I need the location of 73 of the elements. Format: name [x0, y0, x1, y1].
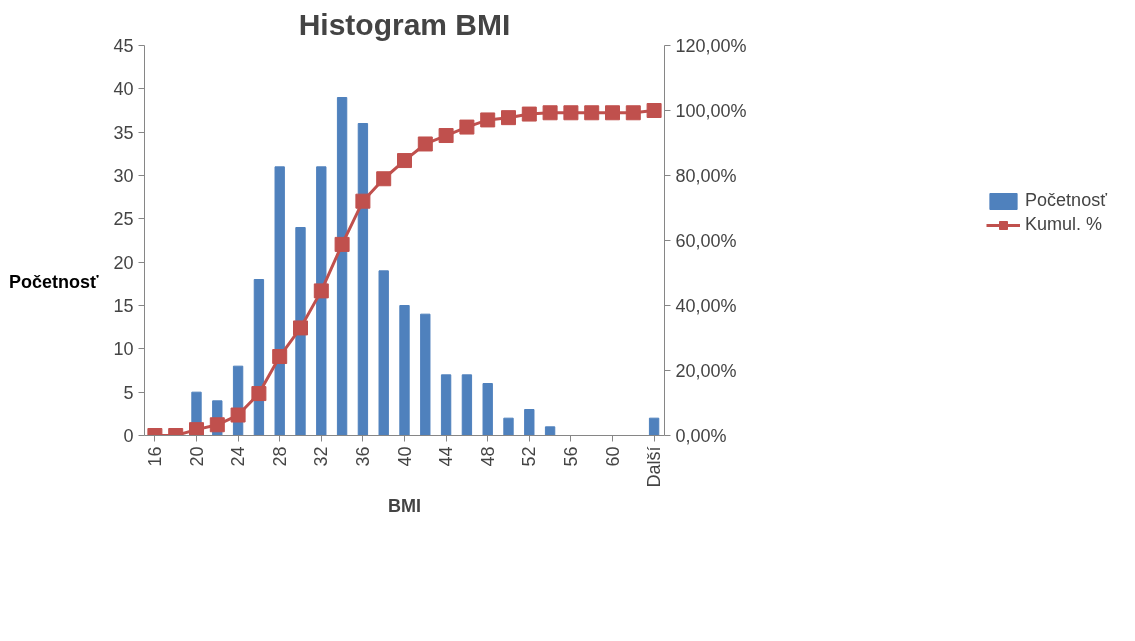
y2-tick-label: 20,00% — [675, 360, 737, 381]
point — [209, 417, 225, 433]
bar — [461, 374, 473, 436]
point — [251, 386, 267, 402]
point — [355, 193, 371, 209]
y-tick-label: 15 — [113, 296, 134, 316]
point — [334, 236, 350, 252]
point — [521, 106, 537, 122]
x-tick-label: 36 — [352, 446, 373, 467]
x-tick-label: 20 — [186, 446, 207, 467]
y-tick-label: 40 — [113, 79, 134, 100]
point — [563, 105, 579, 121]
bar — [399, 305, 410, 436]
bar — [316, 166, 327, 436]
y2-tick-label: 60,00% — [675, 230, 737, 251]
point — [480, 112, 496, 128]
legend-label: Kumul. % — [1025, 214, 1103, 235]
point — [189, 422, 204, 436]
y-tick-label: 35 — [113, 122, 134, 143]
point — [605, 105, 620, 121]
point — [397, 153, 412, 169]
y2-tick-label: 100,00% — [675, 100, 747, 121]
point — [272, 349, 288, 365]
x-tick-label: 52 — [519, 446, 540, 467]
point — [417, 136, 433, 152]
y-tick-label: 30 — [113, 166, 134, 186]
bar — [295, 227, 306, 436]
y-tick-label: 45 — [113, 36, 134, 56]
x-tick-label: 40 — [394, 446, 415, 467]
chart-title: Histogram BMI — [298, 7, 511, 41]
bar — [274, 166, 285, 436]
bar — [336, 97, 348, 436]
x-tick-label: 56 — [560, 446, 581, 467]
point — [438, 128, 454, 144]
bar — [524, 409, 535, 436]
point — [646, 103, 662, 118]
bar — [357, 123, 369, 436]
bar — [482, 383, 493, 436]
x-tick-label: 60 — [602, 446, 623, 467]
y-tick-label: 0 — [123, 426, 134, 446]
x-tick-label: 28 — [269, 446, 290, 467]
x-tick-label: 48 — [477, 446, 498, 467]
bar — [420, 313, 431, 436]
y2-tick-label: 80,00% — [675, 165, 737, 186]
y-tick-label: 10 — [113, 339, 134, 360]
y2-tick-label: 0,00% — [675, 425, 727, 446]
point — [584, 105, 600, 121]
point — [542, 105, 558, 121]
x-tick-label: Další — [644, 446, 665, 488]
x-tick-label: 16 — [144, 446, 165, 467]
bar — [544, 426, 556, 436]
y2-tick-label: 40,00% — [675, 295, 737, 316]
x-axis-title: BMI — [388, 495, 421, 516]
bar — [378, 270, 389, 436]
point — [459, 119, 475, 135]
y-tick-label: 20 — [113, 252, 134, 273]
y-tick-label: 25 — [113, 209, 134, 230]
bar — [503, 417, 514, 436]
y-axis-title: Početnosť — [9, 271, 99, 294]
bar — [440, 374, 452, 436]
point — [376, 171, 392, 187]
point — [293, 320, 308, 336]
point — [501, 110, 516, 126]
point — [230, 407, 246, 423]
y2-tick-label: 120,00% — [675, 35, 747, 56]
legend-label: Početnosť — [1025, 190, 1107, 211]
x-tick-label: 24 — [228, 446, 249, 467]
y-tick-label: 5 — [123, 382, 134, 403]
point — [313, 283, 329, 299]
x-tick-label: 32 — [311, 446, 332, 467]
point — [625, 105, 641, 121]
x-tick-label: 44 — [436, 446, 457, 467]
bar — [648, 417, 660, 436]
